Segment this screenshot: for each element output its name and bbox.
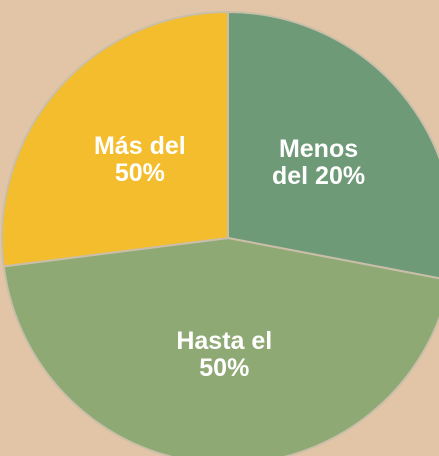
pie-slice [2, 236, 439, 456]
slice-label: Más del 50% [93, 132, 186, 188]
pie-slice [227, 10, 439, 280]
pie-slice [1, 10, 229, 268]
slice-label: Hasta el 50% [176, 327, 273, 383]
slice-label: Menos del 20% [271, 135, 366, 191]
